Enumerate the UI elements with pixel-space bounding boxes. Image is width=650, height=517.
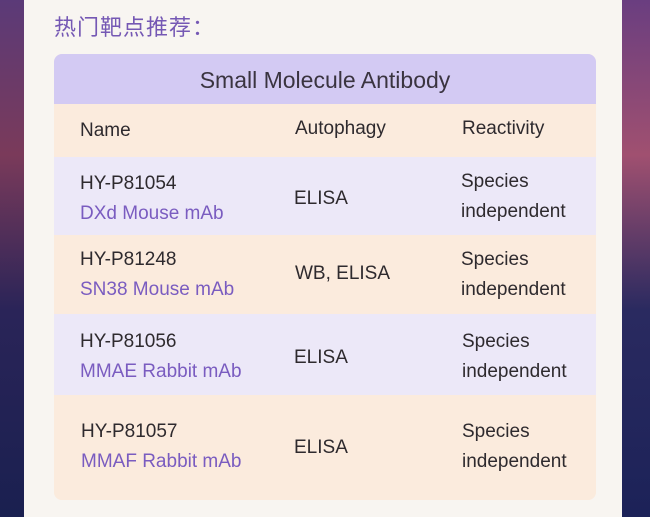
autophagy-value: ELISA: [294, 347, 348, 368]
reactivity-line2: independent: [462, 451, 567, 472]
product-id: HY-P81056: [80, 331, 177, 352]
product-name[interactable]: MMAE Rabbit mAb: [80, 361, 242, 382]
product-name[interactable]: DXd Mouse mAb: [80, 203, 224, 224]
product-id: HY-P81054: [80, 173, 177, 194]
product-id: HY-P81057: [81, 421, 178, 442]
reactivity-line1: Species: [462, 421, 530, 442]
header-autophagy: Autophagy: [295, 118, 386, 139]
product-table: Small Molecule Antibody Name Autophagy R…: [54, 54, 596, 500]
table-row[interactable]: HY-P81054 DXd Mouse mAb ELISA Species inde…: [54, 157, 596, 235]
product-id: HY-P81248: [80, 249, 177, 270]
header-name: Name: [80, 120, 131, 141]
content-card: 热门靶点推荐： Small Molecule Antibody Name Aut…: [24, 0, 622, 517]
product-name[interactable]: SN38 Mouse mAb: [80, 279, 235, 300]
table-row[interactable]: HY-P81057 MMAF Rabbit mAb ELISA Species in…: [54, 395, 596, 500]
table-title: Small Molecule Antibody: [54, 54, 596, 104]
reactivity-line2: independent: [461, 201, 566, 222]
background-left: [0, 0, 24, 517]
reactivity-line2: independent: [461, 279, 566, 300]
table-row[interactable]: HY-P81248 SN38 Mouse mAb WB, ELISA Specie…: [54, 235, 596, 314]
product-name[interactable]: MMAF Rabbit mAb: [81, 451, 242, 472]
autophagy-value: ELISA: [294, 188, 348, 209]
section-title: 热门靶点推荐：: [54, 16, 216, 41]
reactivity-line1: Species: [461, 249, 529, 270]
reactivity-line1: Species: [461, 171, 529, 192]
background-right: [622, 0, 650, 517]
table-row[interactable]: HY-P81056 MMAE Rabbit mAb ELISA Species in…: [54, 314, 596, 395]
autophagy-value: WB, ELISA: [295, 263, 391, 284]
reactivity-line1: Species: [462, 331, 530, 352]
header-reactivity: Reactivity: [462, 118, 545, 139]
table-header-row: Name Autophagy Reactivity: [54, 104, 596, 157]
autophagy-value: ELISA: [294, 437, 348, 458]
reactivity-line2: independent: [462, 361, 567, 382]
